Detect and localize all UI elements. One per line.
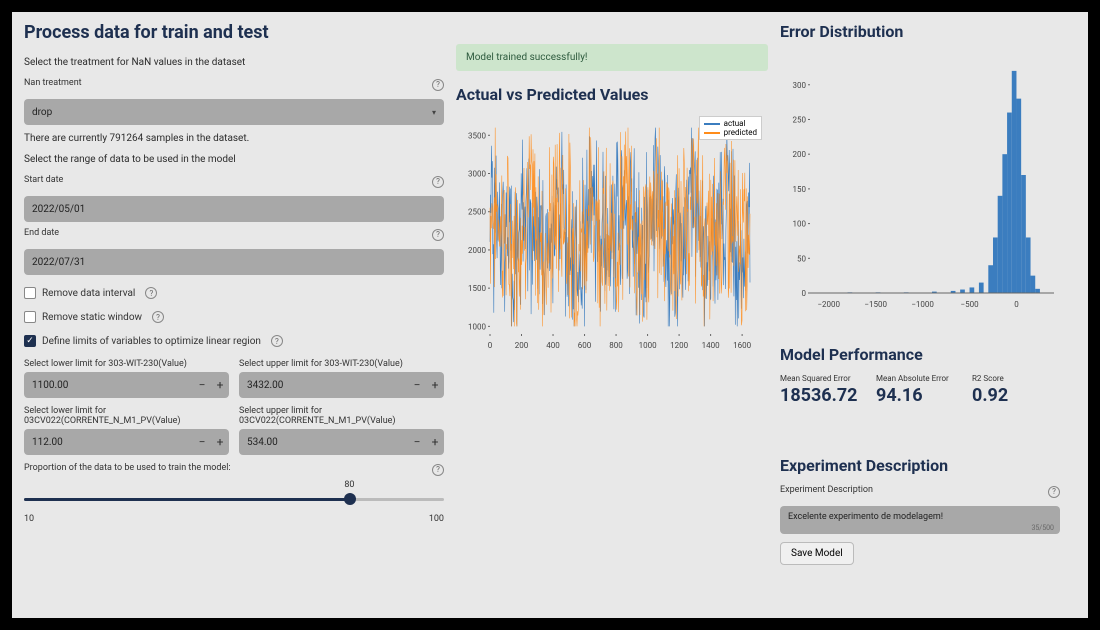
svg-text:−1500: −1500	[864, 300, 887, 309]
help-icon[interactable]: ?	[432, 79, 444, 91]
define-limits-label: Define limits of variables to optimize l…	[42, 336, 261, 347]
desc-label: Experiment Description	[780, 485, 873, 495]
remove-interval-label: Remove data interval	[42, 288, 135, 299]
svg-text:200: 200	[515, 341, 529, 350]
lower-limit-stepper[interactable]: 112.00 − +	[24, 429, 229, 455]
checkbox-icon	[24, 335, 36, 347]
range-instruction: Select the range of data to be used in t…	[24, 154, 444, 165]
app-root: Process data for train and test Select t…	[12, 12, 1088, 618]
svg-text:600: 600	[578, 341, 592, 350]
svg-text:300: 300	[793, 81, 807, 90]
help-icon[interactable]: ?	[1048, 486, 1060, 498]
help-icon[interactable]: ?	[432, 176, 444, 188]
left-panel: Process data for train and test Select t…	[12, 12, 452, 618]
plus-icon[interactable]: +	[211, 378, 229, 392]
minus-icon[interactable]: −	[408, 378, 426, 392]
svg-text:100: 100	[793, 220, 807, 229]
right-panel: Error Distribution 0 50 100 150 200 250 300 −20…	[772, 12, 1072, 618]
svg-text:1000: 1000	[468, 322, 486, 331]
svg-text:200: 200	[793, 150, 807, 159]
minus-icon[interactable]: −	[193, 378, 211, 392]
svg-text:3000: 3000	[468, 170, 486, 179]
plus-icon[interactable]: +	[426, 378, 444, 392]
define-limits-checkbox-row[interactable]: Define limits of variables to optimize l…	[24, 335, 444, 347]
slider-min: 10	[24, 514, 34, 524]
svg-text:2000: 2000	[468, 246, 486, 255]
perf-title: Model Performance	[780, 345, 1060, 364]
svg-text:0: 0	[802, 289, 807, 298]
chart-legend: actual predicted	[699, 116, 762, 140]
svg-text:−2000: −2000	[817, 300, 840, 309]
end-date-label: End date	[24, 228, 59, 238]
plus-icon[interactable]: +	[211, 435, 229, 449]
svg-text:0: 0	[1014, 300, 1019, 309]
save-model-button[interactable]: Save Model	[780, 542, 854, 565]
svg-text:−1000: −1000	[911, 300, 934, 309]
nan-treatment-value: drop	[32, 107, 52, 118]
char-count: 35/500	[1031, 524, 1054, 532]
nan-instruction: Select the treatment for NaN values in t…	[24, 57, 444, 68]
svg-text:1200: 1200	[670, 341, 688, 350]
end-date-input[interactable]: 2022/07/31	[24, 249, 444, 275]
experiment-description-input[interactable]: Excelente experimento de modelagem! 35/5…	[780, 506, 1060, 534]
svg-text:400: 400	[546, 341, 560, 350]
middle-panel: Model trained successfully! Actual vs Pr…	[452, 12, 772, 618]
remove-static-checkbox-row[interactable]: Remove static window ?	[24, 311, 444, 323]
svg-text:800: 800	[609, 341, 623, 350]
checkbox-icon	[24, 287, 36, 299]
error-histogram: 050100150200250300−2000−1500−1000−500−00	[780, 51, 1060, 311]
metric-mse: Mean Squared Error 18536.72	[780, 374, 868, 406]
upper-limit-label: Select upper limit for 303-WIT-230(Value…	[239, 359, 444, 369]
svg-text:1400: 1400	[702, 341, 720, 350]
svg-text:50: 50	[797, 254, 806, 263]
upper-limit-label: Select upper limit for 03CV022(CORRENTE_…	[239, 406, 444, 426]
chart-title: Actual vs Predicted Values	[456, 85, 768, 104]
svg-text:1000: 1000	[639, 341, 657, 350]
minus-icon[interactable]: −	[408, 435, 426, 449]
metric-r2: R2 Score 0.92	[972, 374, 1060, 406]
sample-count: There are currently 791264 samples in th…	[24, 133, 444, 144]
help-icon[interactable]: ?	[152, 311, 164, 323]
slider-max: 100	[429, 514, 444, 524]
nan-treatment-select[interactable]: drop	[24, 99, 444, 125]
svg-text:−500: −500	[961, 300, 980, 309]
lower-limit-stepper[interactable]: 1100.00 − +	[24, 372, 229, 398]
svg-text:1500: 1500	[468, 284, 486, 293]
help-icon[interactable]: ?	[432, 464, 444, 476]
proportion-label: Proportion of the data to be used to tra…	[24, 463, 231, 473]
error-dist-title: Error Distribution	[780, 22, 1060, 41]
svg-text:2500: 2500	[468, 208, 486, 217]
svg-text:1600: 1600	[733, 341, 751, 350]
start-date-input[interactable]: 2022/05/01	[24, 196, 444, 222]
start-date-label: Start date	[24, 175, 63, 185]
checkbox-icon	[24, 311, 36, 323]
plus-icon[interactable]: +	[426, 435, 444, 449]
lower-limit-label: Select lower limit for 03CV022(CORRENTE_…	[24, 406, 229, 426]
svg-text:150: 150	[793, 185, 807, 194]
help-icon[interactable]: ?	[432, 229, 444, 241]
metrics-grid: Mean Squared Error 18536.72 Mean Absolut…	[780, 374, 1060, 406]
remove-static-label: Remove static window	[42, 312, 142, 323]
nan-label: Nan treatment	[24, 78, 82, 88]
svg-text:3500: 3500	[468, 131, 486, 140]
svg-text:0: 0	[488, 341, 493, 350]
success-banner: Model trained successfully!	[456, 44, 768, 71]
minus-icon[interactable]: −	[193, 435, 211, 449]
upper-limit-stepper[interactable]: 534.00 − +	[239, 429, 444, 455]
upper-limit-stepper[interactable]: 3432.00 − +	[239, 372, 444, 398]
lower-limit-label: Select lower limit for 303-WIT-230(Value…	[24, 359, 229, 369]
page-title: Process data for train and test	[24, 22, 444, 43]
help-icon[interactable]: ?	[271, 335, 283, 347]
desc-title: Experiment Description	[780, 456, 1060, 475]
actual-vs-predicted-chart: 1000 1500 2000 2500 3000 3500 0 200 400 600 800 100…	[456, 114, 768, 358]
proportion-slider[interactable]: 80	[24, 484, 444, 512]
svg-text:250: 250	[793, 115, 807, 124]
metric-mae: Mean Absolute Error 94.16	[876, 374, 964, 406]
help-icon[interactable]: ?	[145, 287, 157, 299]
remove-interval-checkbox-row[interactable]: Remove data interval ?	[24, 287, 444, 299]
